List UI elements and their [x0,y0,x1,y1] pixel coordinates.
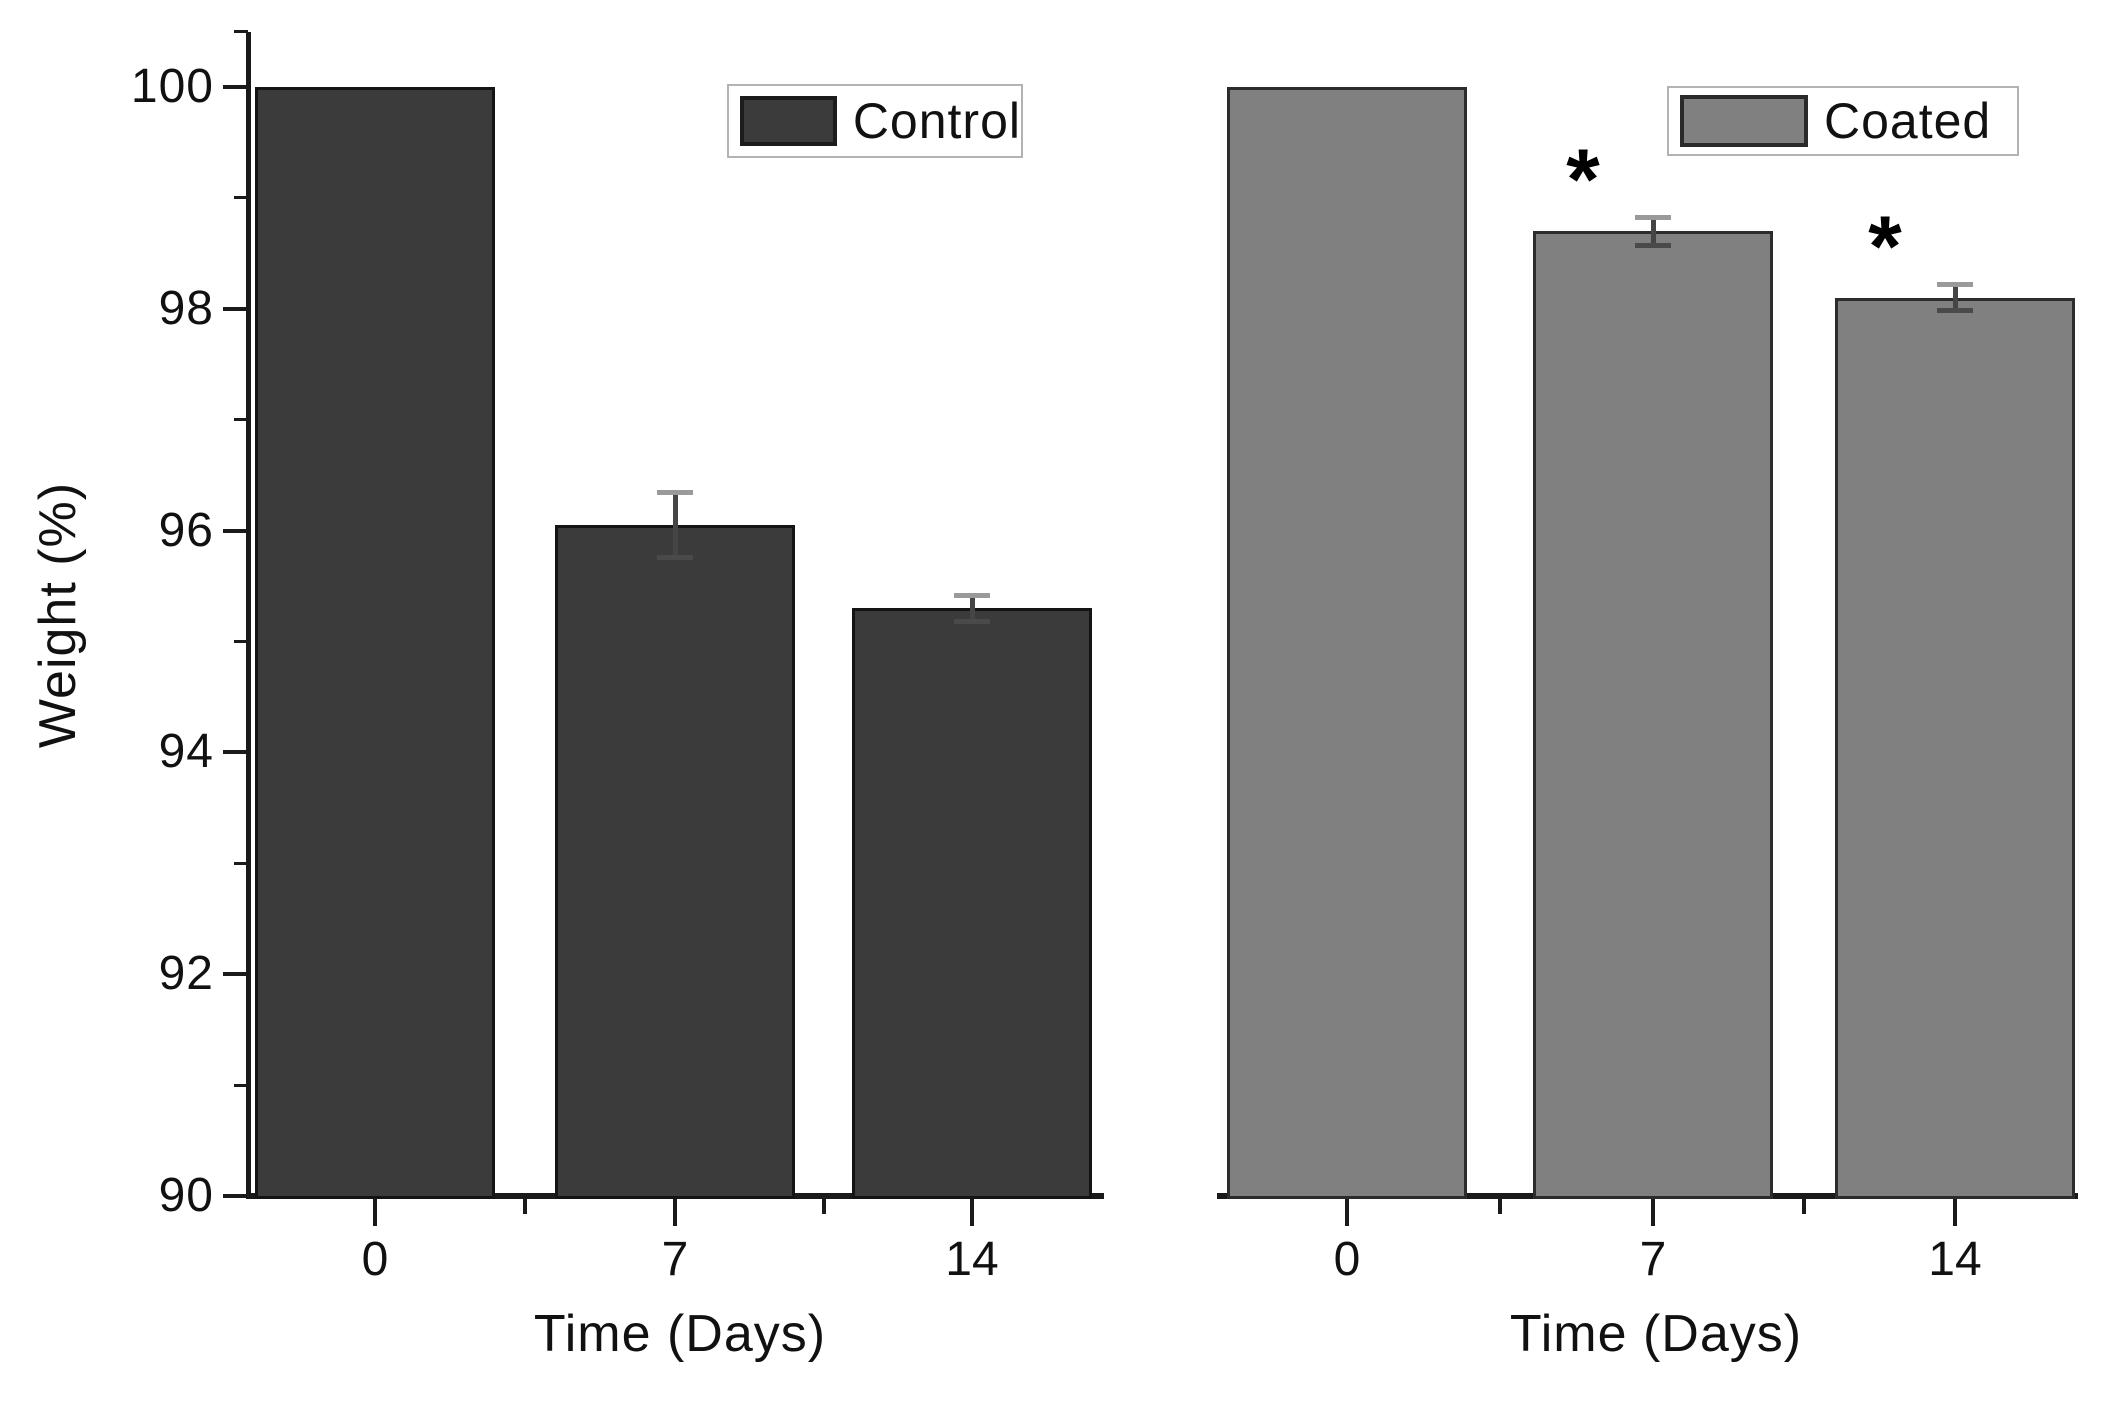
x-axis-major-tick [1651,1199,1655,1226]
y-axis-line [246,32,251,1196]
legend-label-coated: Coated [1824,93,1992,149]
error-bar-cap-bottom [657,555,693,561]
x-axis-title-coated: Time (Days) [1509,1305,1803,1363]
y-axis-major-tick [223,306,248,311]
legend-coated: Coated [1667,86,2019,156]
legend-label-control: Control [852,93,1021,149]
error-bar-cap-top [954,592,990,598]
x-axis-tick-label: 7 [1639,1233,1667,1286]
y-axis-tick-label: 94 [158,725,214,779]
y-axis-tick-label: 98 [158,281,214,335]
error-bar-cap-top [1635,214,1671,220]
x-axis-tick-label: 0 [1333,1233,1361,1286]
y-axis-tick-label: 96 [158,503,214,557]
x-axis-minor-tick [821,1199,826,1214]
x-axis-minor-tick [523,1199,527,1214]
legend-control: Control [727,84,1023,158]
y-axis-minor-tick [234,196,248,200]
y-axis-major-tick [223,972,248,977]
y-axis-minor-tick [234,418,248,422]
y-axis-major-tick [223,750,248,755]
bar-control-day0 [255,87,495,1199]
bar-control-day7 [555,525,795,1199]
legend-swatch-coated [1680,95,1808,147]
error-bar-cap-bottom [1937,308,1973,314]
x-axis-tick-label: 0 [361,1233,389,1286]
y-axis-title: Weight (%) [29,481,87,749]
x-axis-tick-label: 14 [945,1233,999,1286]
x-axis-minor-tick [1498,1199,1502,1214]
error-bar-cap-top [1937,282,1973,288]
error-bar-cap-bottom [954,618,990,624]
x-axis-major-tick [673,1199,677,1226]
bar-coated-day14 [1835,297,2075,1199]
y-axis-major-tick [223,528,248,533]
x-axis-major-tick [970,1199,974,1226]
y-axis-tick-label: 100 [130,60,214,113]
y-axis-minor-tick [234,1083,248,1087]
x-axis-major-tick [373,1199,377,1226]
y-axis-minor-tick [234,30,248,34]
bar-control-day14 [852,608,1092,1199]
x-axis-tick-label: 14 [1928,1233,1982,1286]
error-bar-stem [969,594,975,622]
y-axis-major-tick [223,85,248,89]
y-axis-tick-label: 90 [158,1169,214,1222]
error-bar-cap-top [657,489,693,495]
y-axis-major-tick [223,1194,248,1198]
y-axis-tick-label: 92 [158,947,214,1001]
error-bar-stem [672,491,678,559]
bar-coated-day7 [1533,231,1773,1199]
bar-coated-day0 [1227,87,1467,1199]
error-bar-stem [1650,216,1656,246]
significance-asterisk: * [1868,199,1902,296]
error-bar-stem [1952,284,1958,311]
x-axis-major-tick [1345,1199,1349,1226]
x-axis-major-tick [1953,1199,1957,1226]
x-axis-minor-tick [1802,1199,1806,1214]
significance-asterisk: * [1566,131,1600,228]
y-axis-minor-tick [234,640,248,643]
legend-swatch-control [740,96,837,146]
error-bar-cap-bottom [1635,242,1671,248]
y-axis-minor-tick [234,861,248,865]
x-axis-title-control: Time (Days) [533,1305,827,1363]
x-axis-tick-label: 7 [661,1233,689,1286]
